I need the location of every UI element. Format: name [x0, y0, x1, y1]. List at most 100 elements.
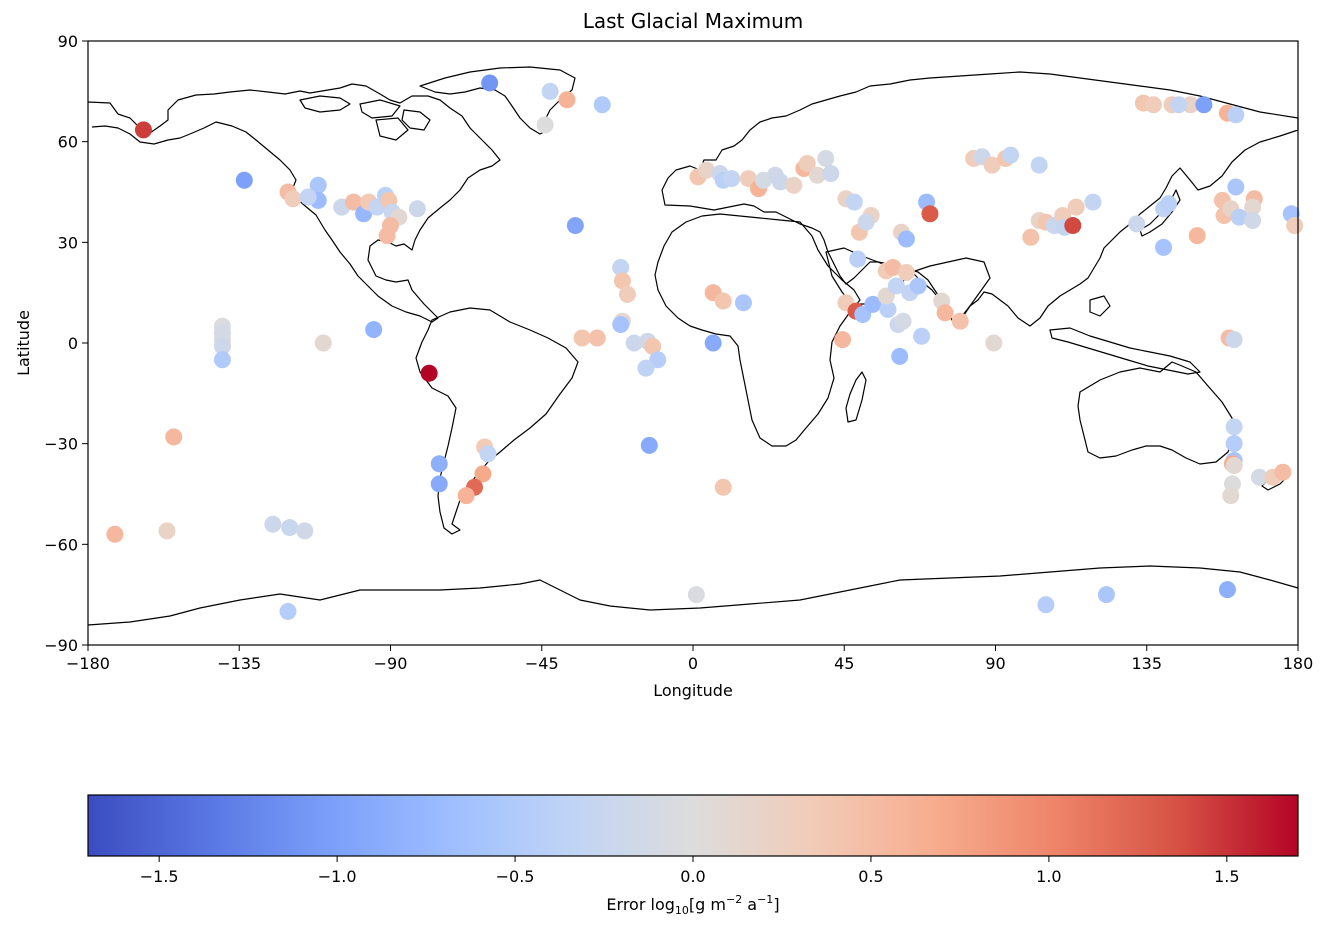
coastlines	[87, 66, 1299, 626]
data-point	[771, 173, 789, 191]
data-point	[420, 364, 438, 382]
data-point	[536, 116, 554, 134]
data-point	[817, 149, 835, 167]
data-point	[1218, 581, 1236, 599]
data-point	[1195, 96, 1213, 114]
data-point	[365, 321, 383, 339]
data-point	[649, 351, 667, 369]
x-tick-label: −90	[374, 654, 408, 673]
data-point	[897, 230, 915, 248]
x-tick-label: 45	[834, 654, 854, 673]
data-point	[1170, 96, 1188, 114]
data-point	[566, 217, 584, 235]
data-point	[1222, 487, 1240, 505]
data-point	[625, 334, 643, 352]
data-point	[644, 337, 662, 355]
data-point	[593, 96, 611, 114]
data-point	[798, 154, 816, 172]
data-point	[279, 602, 297, 620]
data-point	[985, 334, 1003, 352]
data-point	[1064, 217, 1082, 235]
north-america-coastline	[87, 83, 501, 323]
data-point	[1022, 228, 1040, 246]
x-tick-label: −180	[66, 654, 110, 673]
colorbar-tick-label: 0.0	[680, 867, 705, 886]
data-point	[1227, 178, 1245, 196]
data-point	[1067, 198, 1085, 216]
colorbar-tick-label: −0.5	[496, 867, 535, 886]
data-point	[834, 331, 852, 349]
data-point	[165, 428, 183, 446]
data-point	[936, 304, 954, 322]
y-tick-label: −60	[44, 535, 78, 554]
data-point	[1227, 106, 1245, 124]
data-point	[951, 312, 969, 330]
south-america-coastline	[415, 307, 579, 535]
antarctica-coastline	[87, 565, 1299, 626]
colorbar-gradient	[87, 794, 1299, 857]
y-tick-label: −90	[44, 636, 78, 655]
colorbar-tick-label: 1.0	[1036, 867, 1061, 886]
data-point	[457, 487, 475, 505]
data-point	[640, 436, 658, 454]
chart-title: Last Glacial Maximum	[583, 9, 804, 33]
data-point	[909, 277, 927, 295]
data-point	[921, 205, 939, 223]
data-point	[284, 190, 302, 208]
x-tick-label: 135	[1131, 654, 1162, 673]
data-point	[1030, 156, 1048, 174]
data-point	[430, 455, 448, 473]
data-point	[314, 334, 332, 352]
colorbar-tick-label: 0.5	[858, 867, 883, 886]
data-point	[1225, 331, 1243, 349]
data-point	[588, 329, 606, 347]
africa-coastline	[654, 213, 861, 447]
x-axis-ticks: −180 −135 −90 −45 0 45 90 135 180	[66, 645, 1313, 673]
data-point	[913, 327, 931, 345]
y-tick-label: 90	[58, 32, 78, 51]
southeast-asia-islands-coastline	[1049, 295, 1201, 375]
data-point	[714, 478, 732, 496]
x-tick-label: −45	[525, 654, 559, 673]
data-point	[1144, 96, 1162, 114]
y-axis-label: Latitude	[14, 310, 33, 376]
x-tick-label: −135	[217, 654, 261, 673]
data-point	[714, 292, 732, 310]
data-point	[281, 519, 299, 537]
data-point	[808, 166, 826, 184]
data-point	[1084, 193, 1102, 211]
data-point	[1002, 146, 1020, 164]
data-point	[408, 200, 426, 218]
data-point	[1181, 96, 1199, 114]
data-point	[849, 250, 867, 268]
y-tick-label: 30	[58, 233, 78, 252]
data-point	[378, 227, 396, 245]
data-point	[213, 337, 231, 355]
data-point	[618, 285, 636, 303]
y-axis-ticks: 90 60 30 0 −30 −60 −90	[44, 32, 88, 655]
colorbar: −1.5 −1.0 −0.5 0.0 0.5 1.0 1.5 Error log10[g m…	[87, 794, 1299, 917]
data-point	[1160, 195, 1178, 213]
x-tick-label: 90	[985, 654, 1005, 673]
y-tick-label: 0	[68, 334, 78, 353]
data-point	[1188, 227, 1206, 245]
x-tick-label: 180	[1283, 654, 1314, 673]
scatter-points	[106, 74, 1304, 620]
x-tick-label: 0	[688, 654, 698, 673]
colorbar-tick-label: −1.5	[140, 867, 179, 886]
data-point	[479, 445, 497, 463]
data-point	[822, 165, 840, 183]
data-point	[864, 295, 882, 313]
data-point	[983, 156, 1001, 174]
data-point	[785, 176, 803, 194]
data-point	[134, 121, 152, 139]
arctic-islands-coastline	[299, 95, 431, 141]
y-tick-label: 60	[58, 133, 78, 152]
data-point	[704, 334, 722, 352]
data-point	[879, 300, 897, 318]
data-point	[697, 161, 715, 179]
data-point	[541, 82, 559, 100]
data-point	[687, 586, 705, 604]
data-point	[612, 259, 630, 276]
